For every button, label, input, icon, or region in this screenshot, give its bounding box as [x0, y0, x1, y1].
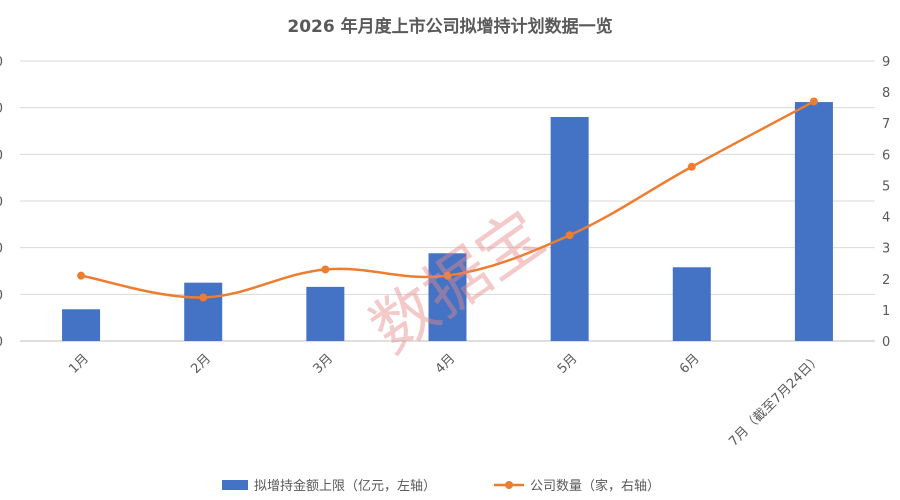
- right-tick-label: 9: [882, 55, 890, 70]
- bar: [794, 102, 833, 341]
- left-tick-label: 0: [0, 242, 3, 257]
- watermark: 数据宝: [358, 197, 558, 368]
- x-tick-label: 2月: [188, 351, 214, 377]
- legend-bar-swatch: [222, 480, 248, 490]
- right-tick-label: 0: [882, 335, 890, 350]
- right-tick-label: 4: [882, 211, 890, 226]
- left-axis-ticks: 0 0 0 0 0 0 0: [0, 55, 3, 350]
- line-point: [809, 97, 818, 106]
- right-tick-label: 8: [882, 86, 890, 101]
- x-tick-label: 6月: [677, 351, 703, 377]
- x-axis-ticks: 1月 2月 3月 4月 5月 6月 7月（截至7月24日）: [66, 351, 825, 449]
- right-tick-label: 1: [882, 304, 890, 319]
- right-tick-label: 5: [882, 179, 890, 194]
- bar: [62, 309, 101, 341]
- bar-series: [62, 102, 833, 341]
- x-tick-label: 3月: [311, 351, 337, 377]
- right-tick-label: 3: [882, 242, 890, 257]
- legend-bar-label: 拟增持金额上限（亿元，左轴）: [254, 478, 436, 494]
- legend-line-marker: [505, 481, 513, 489]
- line-point: [565, 231, 574, 240]
- legend-line-label: 公司数量（家，右轴）: [530, 478, 660, 494]
- right-tick-label: 6: [882, 148, 890, 163]
- x-tick-label: 7月（截至7月24日）: [726, 351, 824, 449]
- line-point: [77, 271, 86, 280]
- right-tick-label: 7: [882, 117, 890, 132]
- bar: [672, 267, 711, 341]
- chart-title: 2026 年月度上市公司拟增持计划数据一览: [287, 16, 612, 37]
- line-point: [199, 293, 208, 302]
- x-tick-label: 1月: [66, 351, 92, 377]
- line-point: [321, 265, 330, 274]
- left-tick-label: 0: [0, 288, 3, 303]
- right-tick-label: 2: [882, 273, 890, 288]
- left-tick-label: 0: [0, 102, 3, 117]
- bar: [184, 282, 223, 341]
- right-axis-ticks: 0 1 2 3 4 5 6 7 8 9: [882, 55, 890, 350]
- left-tick-label: 0: [0, 55, 3, 70]
- left-tick-label: 0: [0, 148, 3, 163]
- left-tick-label: 0: [0, 335, 3, 350]
- x-tick-label: 5月: [555, 351, 581, 377]
- x-tick-label: 4月: [433, 351, 459, 377]
- left-tick-label: 0: [0, 195, 3, 210]
- line-series: [77, 97, 818, 302]
- line-point: [443, 271, 452, 280]
- line-point: [687, 162, 696, 171]
- legend: 拟增持金额上限（亿元，左轴） 公司数量（家，右轴）: [222, 478, 660, 494]
- bar: [306, 286, 345, 341]
- bar: [428, 253, 467, 341]
